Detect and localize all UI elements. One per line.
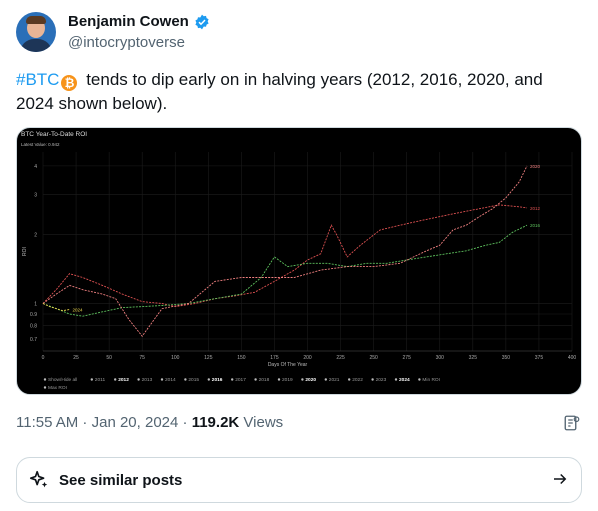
- legend-marker: [348, 378, 351, 381]
- avatar[interactable]: [16, 12, 56, 52]
- x-tick-label: 75: [139, 355, 145, 361]
- x-tick-label: 400: [568, 355, 577, 361]
- series-end-label: 2012: [530, 206, 541, 211]
- series-end-label: 2024: [72, 307, 83, 312]
- series-line-2012: [42, 204, 528, 308]
- x-tick-label: 325: [469, 355, 478, 361]
- tweet-text: #BTC ₿ tends to dip early on in halving y…: [16, 68, 576, 116]
- y-tick-label: 0.8: [30, 324, 37, 330]
- legend-item: 2015: [188, 377, 199, 383]
- series-end-label: 2020: [530, 164, 541, 169]
- legend-marker: [301, 378, 304, 381]
- legend-marker: [43, 378, 47, 381]
- bitcoin-icon: ₿: [61, 75, 78, 91]
- x-tick-label: 350: [502, 355, 511, 361]
- x-tick-label: 125: [204, 355, 213, 361]
- arrow-right-icon: [554, 473, 567, 485]
- y-tick-label: 0.7: [30, 337, 37, 343]
- views-count: 119.2K: [191, 414, 240, 431]
- series-line-2024: [42, 303, 70, 312]
- legend-item: 2019: [282, 377, 293, 383]
- x-tick-label: 50: [106, 355, 112, 361]
- y-axis-label: ROI: [22, 247, 28, 256]
- tweet-time[interactable]: 11:55 AM: [16, 414, 79, 431]
- legend-item: 2022: [352, 377, 363, 383]
- x-tick-label: 200: [303, 355, 312, 361]
- legend-item: 2016: [212, 377, 223, 383]
- x-tick-label: 275: [403, 355, 412, 361]
- y-tick-label: 4: [34, 164, 37, 170]
- tweet-image-chart[interactable]: BTC Year-To-Date ROI Latest Value: 0.942…: [16, 127, 582, 395]
- tweet-date[interactable]: Jan 20, 2024: [91, 414, 179, 431]
- legend-item: 2013: [142, 377, 153, 383]
- x-tick-label: 100: [171, 355, 180, 361]
- y-tick-label: 1: [34, 302, 37, 308]
- legend-item: 2023: [376, 377, 387, 383]
- see-similar-posts-button[interactable]: See similar posts: [16, 457, 582, 503]
- chart-title: BTC Year-To-Date ROI: [21, 131, 88, 138]
- legend-marker: [137, 378, 140, 381]
- legend-item: 2020: [305, 377, 316, 383]
- legend-marker: [231, 378, 234, 381]
- tweet-body: tends to dip early on in halving years (…: [16, 70, 543, 113]
- series-line-2016: [42, 224, 528, 317]
- y-tick-label: 2: [34, 233, 37, 239]
- x-tick-label: 175: [270, 355, 279, 361]
- chart-subtitle: Latest Value: 0.942: [21, 142, 60, 147]
- x-tick-label: 250: [369, 355, 378, 361]
- legend-item: 2018: [259, 377, 270, 383]
- legend-item: 2021: [329, 377, 340, 383]
- legend-item: 2012: [118, 377, 129, 383]
- roi-chart: 0.7 0.8 0.9 1 2 3 4 0 25 50 75 100 125 150 175 200 225 25…: [22, 152, 577, 391]
- sparkle-icon: [29, 470, 48, 488]
- x-axis-label: Days Of The Year: [268, 362, 308, 368]
- legend-marker: [371, 378, 374, 381]
- x-tick-label: 225: [336, 355, 345, 361]
- legend-marker: [160, 378, 164, 381]
- legend-marker: [114, 378, 117, 381]
- legend-item: 2017: [235, 377, 246, 383]
- analytics-icon[interactable]: [563, 414, 581, 432]
- legend-marker: [43, 386, 47, 389]
- legend-marker: [394, 378, 398, 381]
- x-tick-label: 0: [42, 355, 45, 361]
- legend-item: Min ROI: [422, 377, 440, 383]
- author-name[interactable]: Benjamin Cowen: [68, 13, 189, 30]
- see-similar-posts-label: See similar posts: [59, 472, 183, 489]
- verified-badge-icon: [195, 14, 209, 30]
- legend-item: 2014: [165, 377, 176, 383]
- x-tick-label: 375: [535, 355, 544, 361]
- legend-item: Show/Hide all: [48, 377, 77, 383]
- legend-marker: [277, 378, 281, 381]
- x-tick-label: 300: [436, 355, 445, 361]
- y-tick-label: 3: [34, 192, 37, 198]
- legend-marker: [90, 378, 94, 381]
- author-handle[interactable]: @intocryptoverse: [68, 34, 185, 51]
- legend-marker: [324, 378, 327, 381]
- legend-item: 2011: [95, 377, 106, 383]
- legend-marker: [254, 378, 257, 381]
- views-label: Views: [239, 414, 284, 431]
- y-tick-label: 0.9: [30, 312, 37, 318]
- legend-item: 2024: [399, 377, 410, 383]
- legend-marker: [418, 378, 421, 381]
- x-tick-label: 150: [237, 355, 246, 361]
- legend-marker: [184, 378, 187, 381]
- series-end-label: 2016: [530, 223, 541, 228]
- hashtag-link[interactable]: #BTC: [16, 70, 60, 89]
- legend-item: Max ROI: [48, 385, 67, 391]
- x-tick-label: 25: [73, 355, 79, 361]
- legend-marker: [207, 378, 210, 381]
- series-line-2020: [42, 165, 528, 337]
- tweet-meta: 11:55 AM · Jan 20, 2024 · 119.2K Views: [16, 414, 284, 431]
